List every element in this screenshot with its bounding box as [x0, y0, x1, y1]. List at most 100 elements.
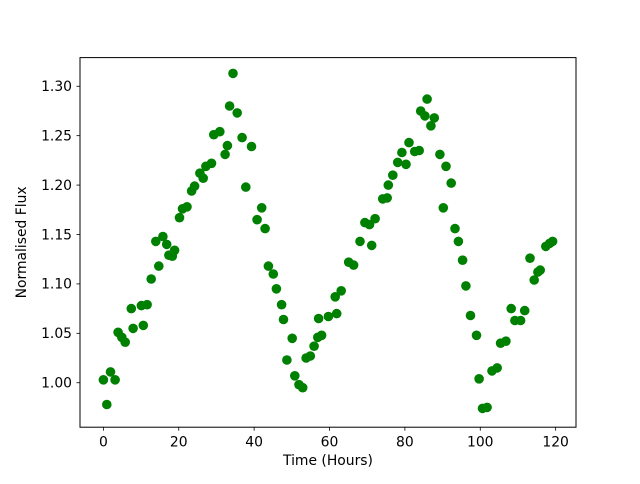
data-point	[228, 68, 238, 79]
y-tick-label: 1.05	[41, 326, 72, 342]
data-point	[120, 337, 130, 348]
data-point	[246, 141, 257, 152]
data-point	[224, 101, 235, 111]
data-point	[422, 94, 432, 104]
y-tick-label: 1.20	[41, 178, 72, 194]
data-point	[182, 202, 192, 212]
y-axis-label: Normalised Flux	[14, 186, 30, 298]
data-point	[215, 126, 225, 137]
data-point	[142, 299, 152, 310]
data-point	[252, 214, 262, 225]
data-point	[316, 330, 327, 341]
data-point	[198, 173, 208, 183]
data-point	[220, 149, 230, 160]
data-point	[474, 374, 484, 384]
data-point	[161, 239, 172, 250]
data-point	[276, 299, 287, 310]
data-point	[465, 310, 476, 321]
x-tick-label: 40	[245, 435, 263, 451]
data-point	[174, 212, 185, 223]
data-point	[519, 305, 530, 316]
data-point	[355, 236, 365, 247]
data-point	[169, 245, 180, 256]
data-point	[388, 170, 398, 180]
data-point	[126, 303, 137, 314]
data-point	[426, 121, 436, 131]
data-point	[105, 367, 116, 377]
data-point	[420, 111, 430, 121]
x-tick-label: 0	[99, 435, 108, 451]
data-point	[348, 260, 359, 270]
data-point	[501, 336, 511, 347]
data-point	[278, 314, 289, 325]
data-point	[457, 255, 468, 265]
data-point	[323, 311, 334, 322]
data-point	[256, 203, 267, 213]
data-point	[525, 253, 535, 263]
data-point	[282, 355, 292, 365]
data-point	[263, 261, 274, 271]
data-point	[241, 182, 251, 192]
data-point	[151, 236, 161, 247]
data-point	[158, 231, 168, 242]
x-tick-label: 120	[542, 435, 569, 451]
x-axis-label: Time (Hours)	[282, 453, 373, 469]
data-point	[138, 320, 149, 331]
data-point	[450, 223, 460, 234]
data-points-layer	[98, 68, 558, 414]
data-point	[232, 108, 242, 118]
data-point	[446, 178, 457, 188]
data-point	[435, 149, 445, 160]
data-point	[397, 147, 407, 158]
x-tick-label: 60	[321, 435, 339, 451]
data-point	[305, 351, 316, 361]
y-tick-label: 1.10	[41, 277, 72, 293]
data-point	[515, 315, 526, 326]
data-point	[128, 323, 138, 334]
data-point	[290, 371, 300, 381]
data-point	[98, 375, 109, 385]
y-tick-label: 1.30	[41, 79, 72, 95]
data-point	[237, 132, 247, 143]
y-tick-label: 1.00	[41, 376, 72, 392]
data-point	[287, 333, 298, 344]
data-point	[370, 213, 380, 224]
data-point	[438, 203, 449, 213]
data-point	[401, 159, 411, 170]
data-point	[392, 157, 403, 168]
data-point	[260, 223, 270, 234]
data-point	[268, 269, 279, 279]
data-point	[461, 281, 471, 291]
data-point	[482, 402, 492, 413]
data-point	[414, 145, 425, 156]
data-point	[336, 286, 347, 296]
data-point	[189, 181, 200, 191]
y-tick-label: 1.25	[41, 128, 72, 144]
data-point	[429, 113, 440, 123]
data-point	[506, 303, 516, 314]
x-tick-label: 80	[396, 435, 414, 451]
data-point	[102, 399, 112, 410]
data-point	[313, 313, 324, 324]
y-tick-label: 1.15	[41, 227, 72, 243]
data-point	[271, 284, 282, 294]
data-point	[492, 363, 503, 373]
data-point	[206, 158, 217, 169]
ticks-layer: 0 20 40 60 80 100 120 1.00 1.05 1.10 1.15 1.20 1.25 1…	[41, 79, 569, 451]
data-point	[331, 308, 342, 319]
x-tick-label: 100	[467, 435, 494, 451]
data-point	[222, 140, 233, 151]
data-point	[366, 240, 377, 251]
data-point	[535, 265, 545, 275]
data-point	[382, 193, 393, 203]
data-point	[146, 274, 156, 284]
plot-area	[79, 57, 577, 428]
data-point	[110, 375, 120, 385]
data-point	[547, 236, 558, 247]
data-point	[154, 261, 164, 271]
data-point	[383, 180, 394, 190]
data-point	[330, 292, 341, 302]
data-point	[453, 236, 464, 247]
